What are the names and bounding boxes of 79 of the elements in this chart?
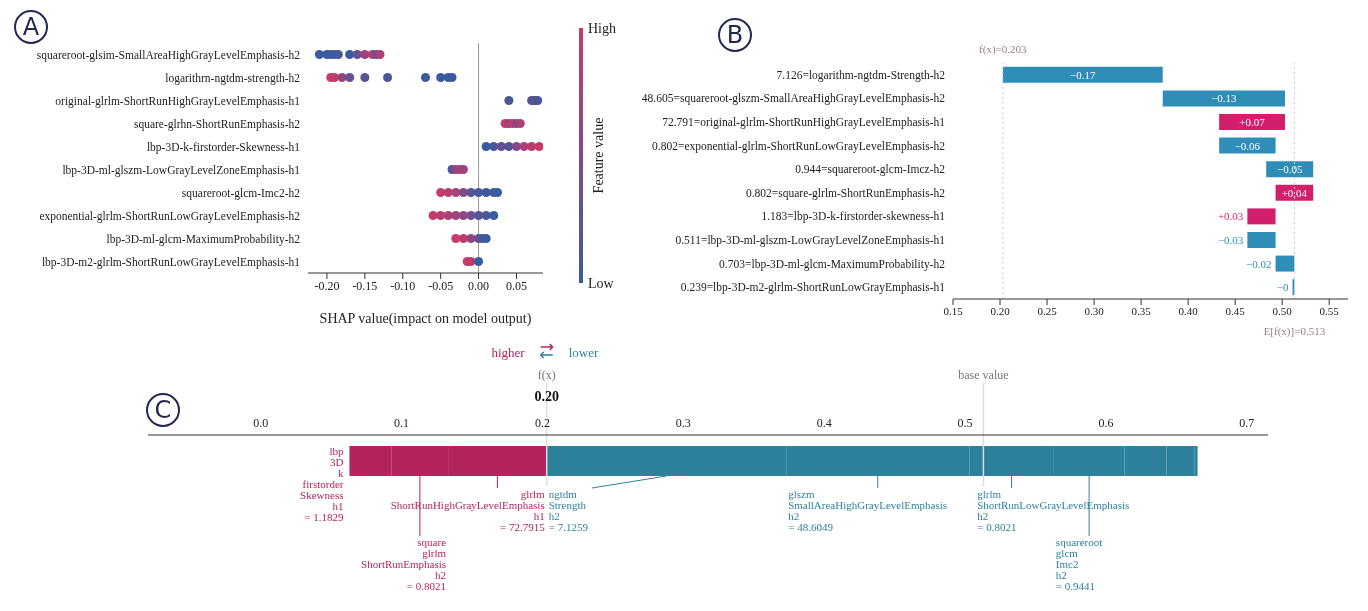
- data-label: +0.03: [1217, 210, 1244, 223]
- text: higher: [491, 345, 526, 360]
- data-label: +0.07: [1239, 115, 1266, 128]
- x-axis-title: SHAP value(impact on model output): [319, 311, 532, 327]
- color-bar-label: Low: [588, 276, 615, 291]
- x-tick-label: 0.55: [1319, 304, 1340, 317]
- y-tick-label: 0.802=exponential-glrlm-ShortRunLowGrayLevelEmphasis-h2: [652, 139, 946, 153]
- y-tick-label: exponential-glrlm-ShortRunLowGrayLevelEmphasis-h2: [39, 209, 301, 223]
- annotation: 0.20: [534, 389, 559, 404]
- x-tick-label: -0.10: [390, 278, 416, 293]
- y-tick-label: 7.126=logarithm-ngtdm-Strength-h2: [776, 68, 946, 82]
- y-tick-label: lbp-3D-ml-glszm-LowGrayLevelZoneEmphasis-h1: [62, 163, 301, 177]
- x-tick-label: 0.05: [505, 278, 527, 293]
- y-tick-label: 0.802=square-glrlm-ShortRunEmphasis-h2: [745, 186, 946, 200]
- bar: [1002, 66, 1163, 83]
- x-tick-label: 0.40: [1178, 304, 1199, 317]
- y-tick-label: 0.944=squareroot-glcm-Imcz-h2: [795, 163, 946, 177]
- y-tick-label: 72.791=original-glrlm-ShortRunHighGrayLevelEmphasis-h1: [662, 116, 946, 130]
- x-tick-label: 0.4: [816, 416, 832, 430]
- y-tick-label: lbp-3D-k-firstorder-Skewness-h1: [146, 140, 301, 154]
- x-tick-label: 0.2: [534, 416, 550, 430]
- x-tick-label: -0.05: [428, 278, 454, 293]
- data-label: −0.02: [1246, 257, 1272, 270]
- y-tick-label: 1.183=lbp-3D-k-firstorder-skewness-h1: [761, 210, 946, 224]
- data-label: +0.04: [1281, 186, 1308, 199]
- y-tick-label: logarithrn-ngtdm-strength-h2: [165, 71, 301, 85]
- text: squareroot glcm Imc2 h2 = 0.9441: [1055, 536, 1103, 592]
- x-tick-label: 0.5: [957, 416, 973, 430]
- x-tick-label: 0.3: [675, 416, 691, 430]
- x-tick-label: 0.20: [990, 304, 1011, 317]
- data-label: −0.06: [1234, 139, 1261, 152]
- x-tick-label: 0.35: [1131, 304, 1152, 317]
- ref-line-label: E[f(x)]=0.513: [1263, 325, 1326, 338]
- bar: [1247, 231, 1276, 248]
- ref-line-label: f(x)=0.203: [979, 43, 1028, 56]
- bar: [1275, 255, 1295, 272]
- y-tick-label: squareroot-glsim-SmallAreaHighGrayLevelEmphasis-h2: [36, 48, 301, 62]
- bar: [1162, 90, 1285, 107]
- y-tick-label: squareroot-glcm-Imc2-h2: [181, 186, 301, 200]
- y-tick-label: 48.605=squareroot-glszm-SmallAreaHighGrayLevelEmphasis-h2: [641, 92, 946, 106]
- color-bar-title: Feature value: [591, 117, 606, 194]
- text: A: [14, 10, 48, 44]
- ref-line-label: base value: [958, 368, 1009, 382]
- y-tick-label: 0.703=lbp-3D-ml-glcm-MaximumProbability-h2: [719, 257, 946, 271]
- color-bar-label: High: [588, 21, 616, 36]
- data-label: −0.13: [1211, 92, 1238, 105]
- text: B: [718, 18, 752, 52]
- annotation: C: [146, 393, 180, 427]
- y-tick-label: original-glrlm-ShortRunHighGrayLevelEmphasis-h1: [55, 94, 301, 108]
- x-tick-label: 0.6: [1098, 416, 1114, 430]
- bar: [1219, 137, 1276, 154]
- x-tick-label: 0.1: [394, 416, 410, 430]
- x-tick-label: 0.25: [1037, 304, 1058, 317]
- x-tick-label: 0.50: [1272, 304, 1293, 317]
- y-tick-label: 0.511=lbp-3D-ml-glszm-LowGrayLevelZoneEmphasis-h1: [675, 234, 946, 248]
- bar: [1219, 113, 1285, 130]
- x-tick-label: 0.7: [1239, 416, 1255, 430]
- data-label: −0.17: [1070, 68, 1096, 81]
- series-label: ngtdm Strength h2 = 7.1259: [548, 488, 589, 533]
- x-tick-label: 0.0: [253, 416, 269, 430]
- series-label: lbp 3D k firstorder Skewness h1 = 1.1829: [300, 445, 344, 523]
- y-tick-label: 0.239=lbp-3D-m2-glrlm-ShortRunLowGrayEmphasis-h1: [680, 281, 946, 295]
- data-label: −0.05: [1276, 163, 1303, 176]
- ref-line-label: f(x): [537, 368, 556, 382]
- y-tick-label: square-glrhn-ShortRunEmphasis-h2: [133, 117, 301, 131]
- legend-label: glszm SmallAreaHighGrayLevelEmphasis h2 = 48.6049: [788, 488, 948, 533]
- x-tick-label: 0.00: [468, 278, 490, 293]
- text: lower: [568, 345, 599, 360]
- text: square glrlm ShortRunEmphasis h2 = 0.8021: [361, 536, 447, 592]
- data-label: −0.03: [1217, 233, 1244, 246]
- y-tick-label: lbp-3D-ml-glcm-MaximumProbability-h2: [106, 232, 301, 246]
- x-tick-label: 0.45: [1225, 304, 1246, 317]
- y-tick-label: lbp-3D-m2-glrlm-ShortRunLowGrayLevelEmphasis-h1: [41, 255, 301, 269]
- x-tick-label: -0.15: [352, 278, 378, 293]
- data-label: −0: [1276, 281, 1289, 294]
- x-tick-label: -0.20: [314, 278, 340, 293]
- x-tick-label: 0.30: [1084, 304, 1105, 317]
- bar: [1247, 208, 1276, 225]
- x-tick-label: 0.15: [943, 304, 964, 317]
